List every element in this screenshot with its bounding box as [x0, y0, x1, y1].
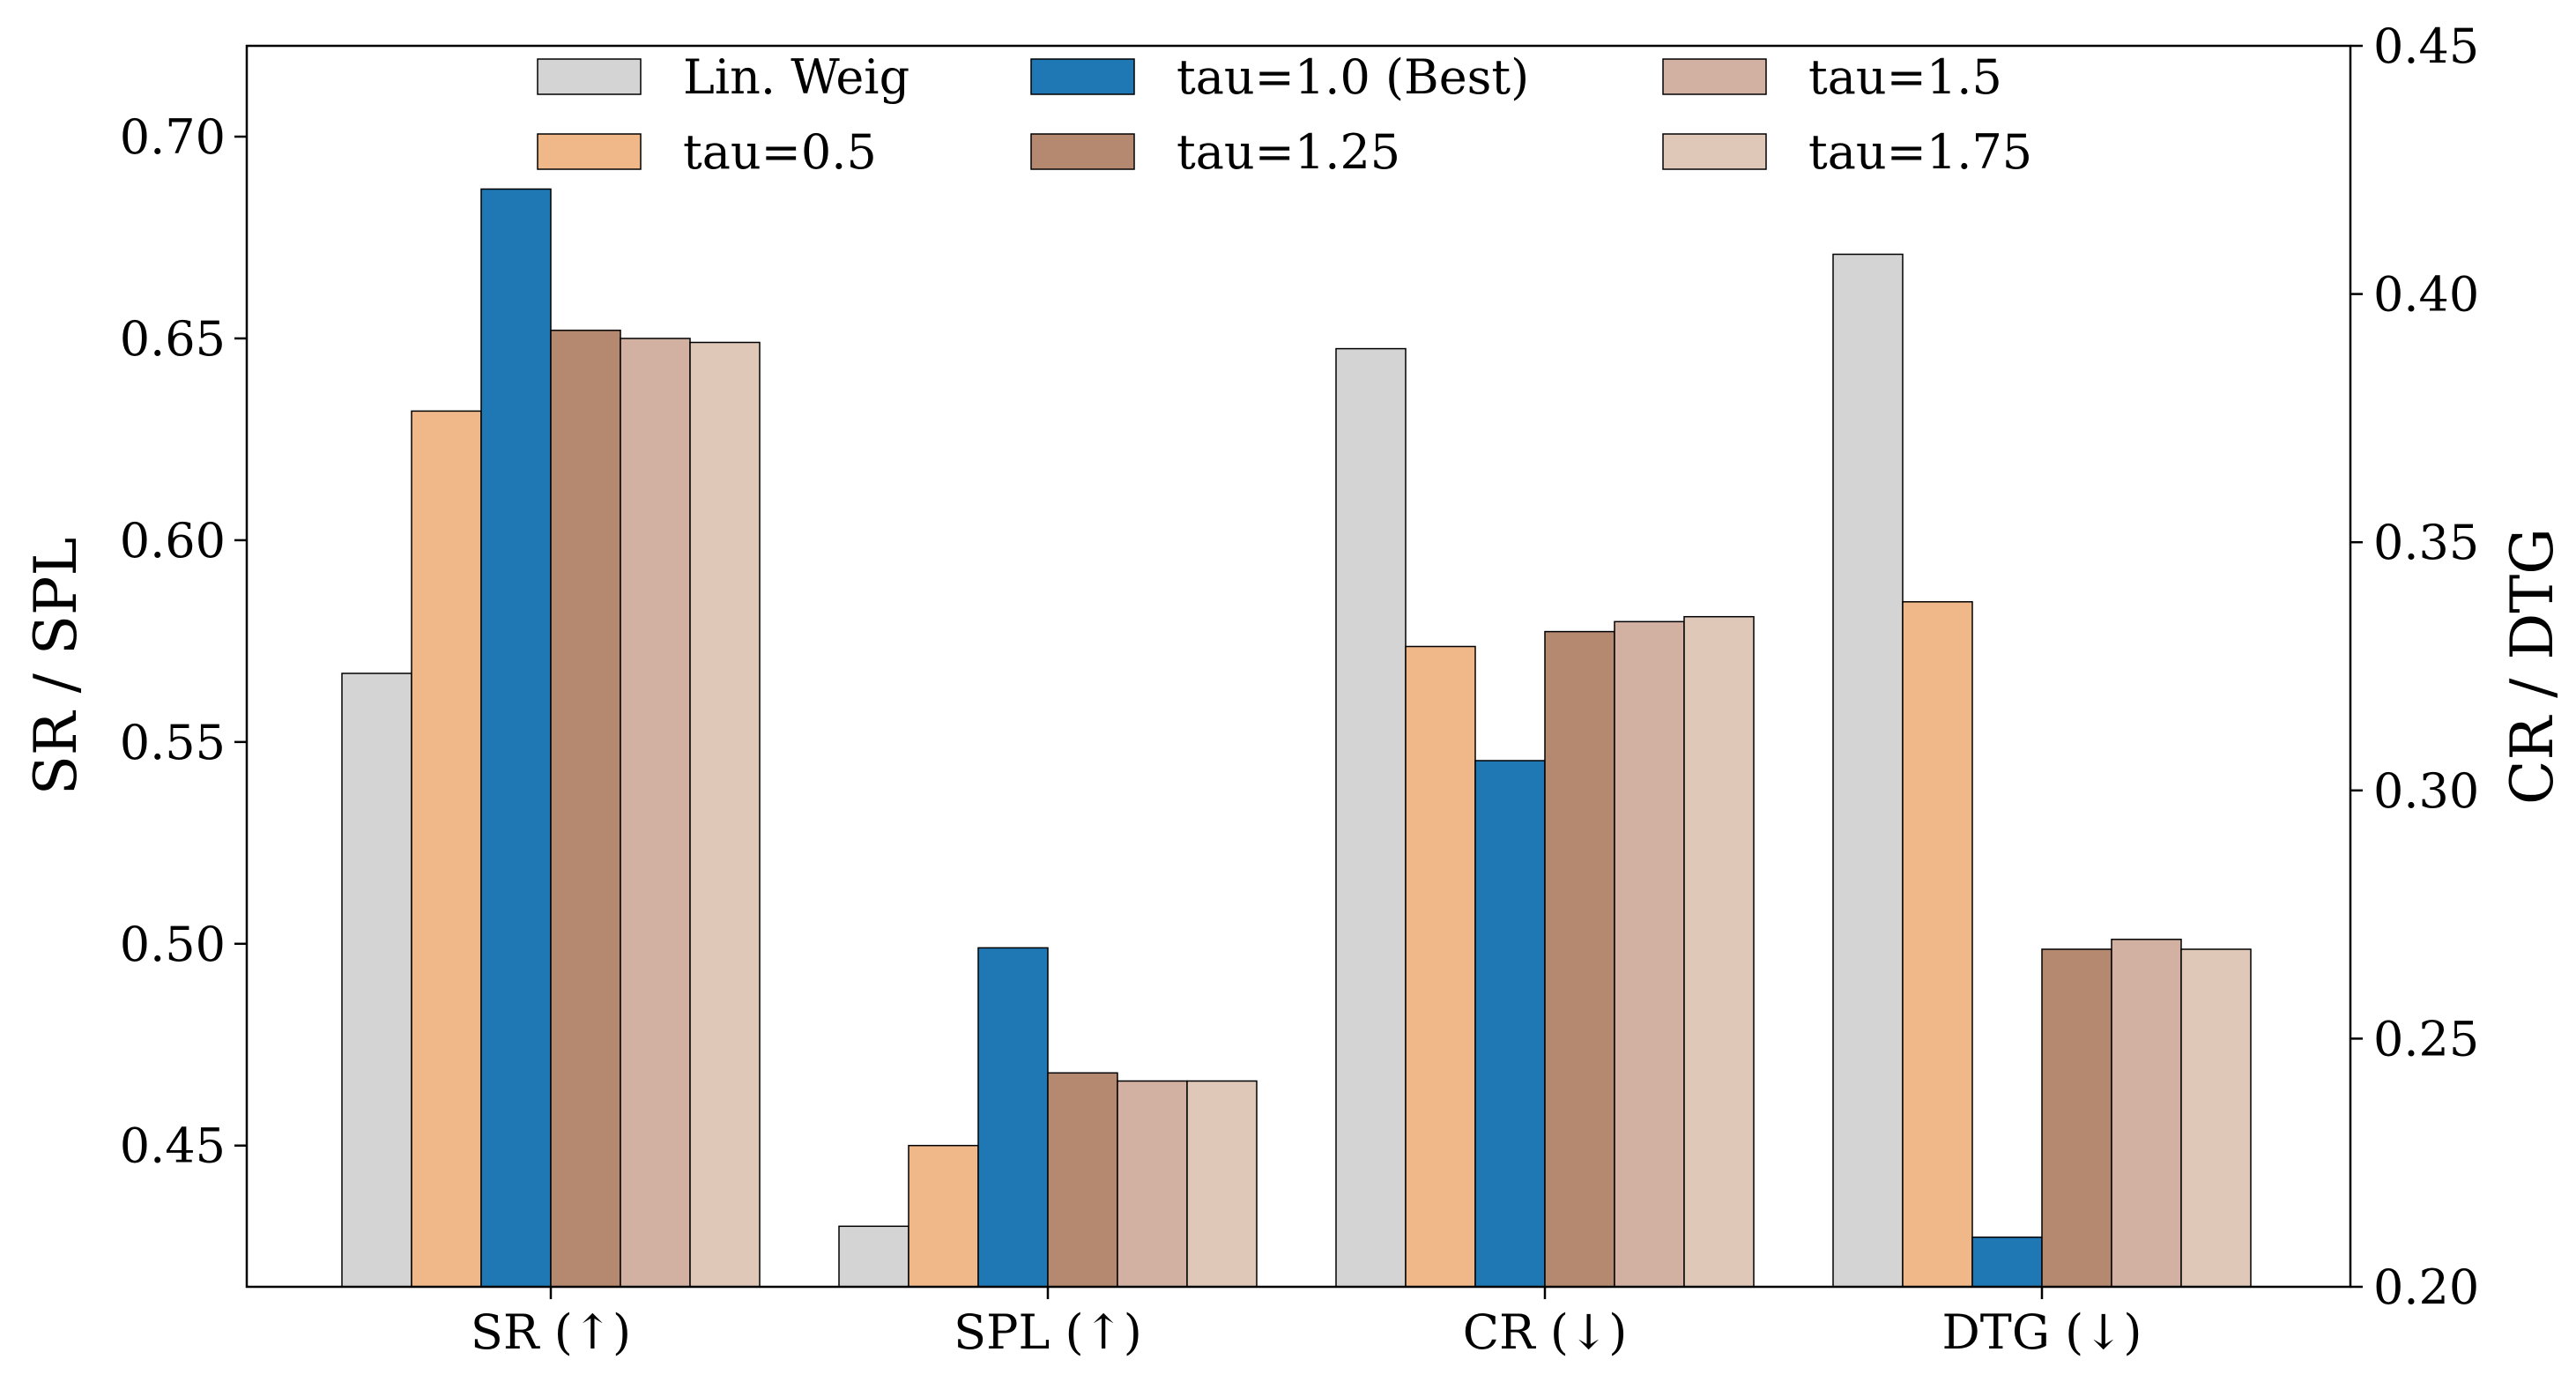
bar [1405, 645, 1476, 1288]
bar [341, 672, 412, 1288]
left-axis-title: SR / SPL [22, 538, 90, 796]
bar [2041, 948, 2112, 1288]
legend-label: tau=1.25 [1177, 124, 1400, 180]
x-tick-label: CR (↓) [1463, 1304, 1628, 1360]
bar [1335, 347, 1407, 1288]
bar [2180, 948, 2252, 1288]
bar [1474, 760, 1546, 1288]
left-tick-label: 0.65 [120, 311, 226, 367]
bar [1544, 630, 1615, 1288]
ticks-layer: SR (↑) SPL (↑) CR (↓) DTG (↓) 0.45 0.50 0.55 0.… [120, 19, 2479, 1360]
x-tick-label: SPL (↑) [954, 1304, 1142, 1360]
bar [550, 330, 621, 1288]
bar [620, 338, 691, 1288]
legend-swatch [537, 58, 642, 95]
left-tick-label: 0.50 [120, 917, 226, 972]
bar [1186, 1080, 1258, 1288]
bar [1971, 1236, 2043, 1288]
legend-label: tau=0.5 [683, 124, 877, 180]
bar [908, 1144, 979, 1288]
legend-label: Lin. Weig [683, 49, 909, 105]
plot-frame [245, 44, 2352, 1289]
bar [838, 1225, 909, 1288]
left-tick-label: 0.70 [120, 109, 226, 165]
bar [480, 188, 552, 1288]
legend-swatch [1662, 58, 1767, 95]
bar [1683, 615, 1755, 1288]
legend-swatch [537, 133, 642, 170]
right-tick-label: 0.35 [2373, 515, 2479, 570]
bar [689, 341, 761, 1288]
legend-label: tau=1.5 [1808, 49, 2002, 105]
right-tick-label: 0.45 [2373, 19, 2479, 74]
legend-label: tau=1.0 (Best) [1177, 49, 1529, 105]
legend-label: tau=1.75 [1808, 124, 2032, 180]
legend-swatch [1030, 133, 1135, 170]
legend: Lin. Weig tau=0.5 tau=1.0 (Best) tau=1.25 ta… [537, 49, 2032, 180]
left-tick-label: 0.55 [120, 715, 226, 770]
right-axis-title: CR / DTG [2498, 528, 2566, 805]
bars-layer [341, 188, 2252, 1288]
bar [2111, 939, 2182, 1288]
bar [1117, 1080, 1188, 1288]
bar [1614, 620, 1685, 1288]
right-tick-label: 0.20 [2373, 1259, 2479, 1315]
legend-swatch [1030, 58, 1135, 95]
left-tick-label: 0.60 [120, 513, 226, 568]
bar [977, 947, 1049, 1288]
legend-swatch [1662, 133, 1767, 170]
right-tick-label: 0.30 [2373, 763, 2479, 819]
right-tick-label: 0.25 [2373, 1011, 2479, 1066]
bar [1832, 253, 1904, 1288]
right-tick-label: 0.40 [2373, 267, 2479, 323]
bar [411, 410, 482, 1288]
bar [1902, 601, 1973, 1288]
bar [1047, 1072, 1118, 1288]
left-tick-label: 0.45 [120, 1118, 226, 1174]
x-tick-label: DTG (↓) [1942, 1304, 2142, 1360]
x-tick-label: SR (↑) [471, 1304, 631, 1360]
